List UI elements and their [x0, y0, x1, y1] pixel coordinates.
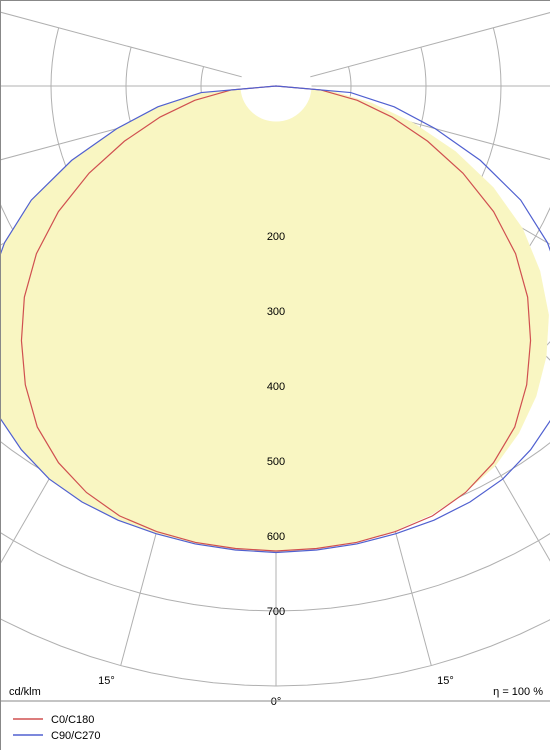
angle-label: 15° — [98, 675, 115, 687]
radial-label: 400 — [267, 381, 285, 393]
radial-label: 200 — [267, 231, 285, 243]
radial-label: 300 — [267, 306, 285, 318]
angle-label: 0° — [271, 696, 282, 708]
legend-label-c90: C90/C270 — [51, 730, 101, 742]
polar-plot-container: 2003004005006007000°15°15°30°30°45°45°60… — [0, 0, 550, 750]
eta-label: η = 100 % — [493, 686, 543, 698]
radial-label: 700 — [267, 606, 285, 618]
polar-plot-svg: 2003004005006007000°15°15°30°30°45°45°60… — [1, 1, 550, 751]
radial-label: 500 — [267, 456, 285, 468]
unit-label: cd/klm — [9, 686, 41, 698]
angle-label: 15° — [437, 675, 454, 687]
legend-label-c0: C0/C180 — [51, 714, 94, 726]
radial-label: 600 — [267, 531, 285, 543]
